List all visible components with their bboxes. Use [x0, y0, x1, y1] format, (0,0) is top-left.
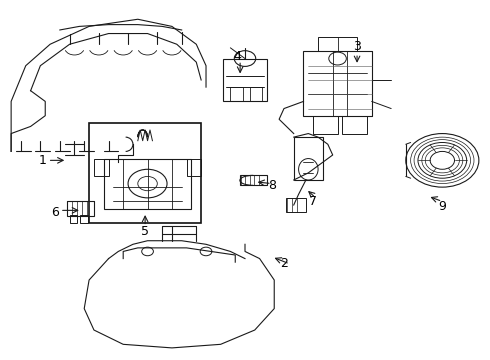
- Bar: [187, 158, 201, 176]
- Bar: [318, 37, 357, 51]
- Text: 6: 6: [51, 206, 59, 219]
- Text: 5: 5: [141, 225, 149, 238]
- Bar: [80, 215, 88, 223]
- Bar: [94, 158, 109, 176]
- Bar: [313, 116, 338, 134]
- Text: 9: 9: [439, 200, 446, 213]
- Text: 2: 2: [280, 257, 288, 270]
- Bar: [294, 137, 323, 180]
- Bar: [287, 198, 306, 212]
- Text: 8: 8: [268, 179, 276, 192]
- Bar: [67, 202, 94, 216]
- Text: 1: 1: [39, 154, 47, 167]
- Bar: [89, 123, 201, 223]
- Text: 7: 7: [309, 195, 317, 208]
- Text: 3: 3: [353, 40, 361, 53]
- Bar: [70, 215, 77, 223]
- Bar: [343, 116, 367, 134]
- Bar: [104, 158, 192, 208]
- Bar: [303, 51, 372, 116]
- Text: 4: 4: [234, 50, 242, 63]
- Bar: [240, 175, 267, 185]
- Bar: [223, 59, 267, 102]
- Bar: [230, 87, 243, 102]
- Bar: [250, 87, 262, 102]
